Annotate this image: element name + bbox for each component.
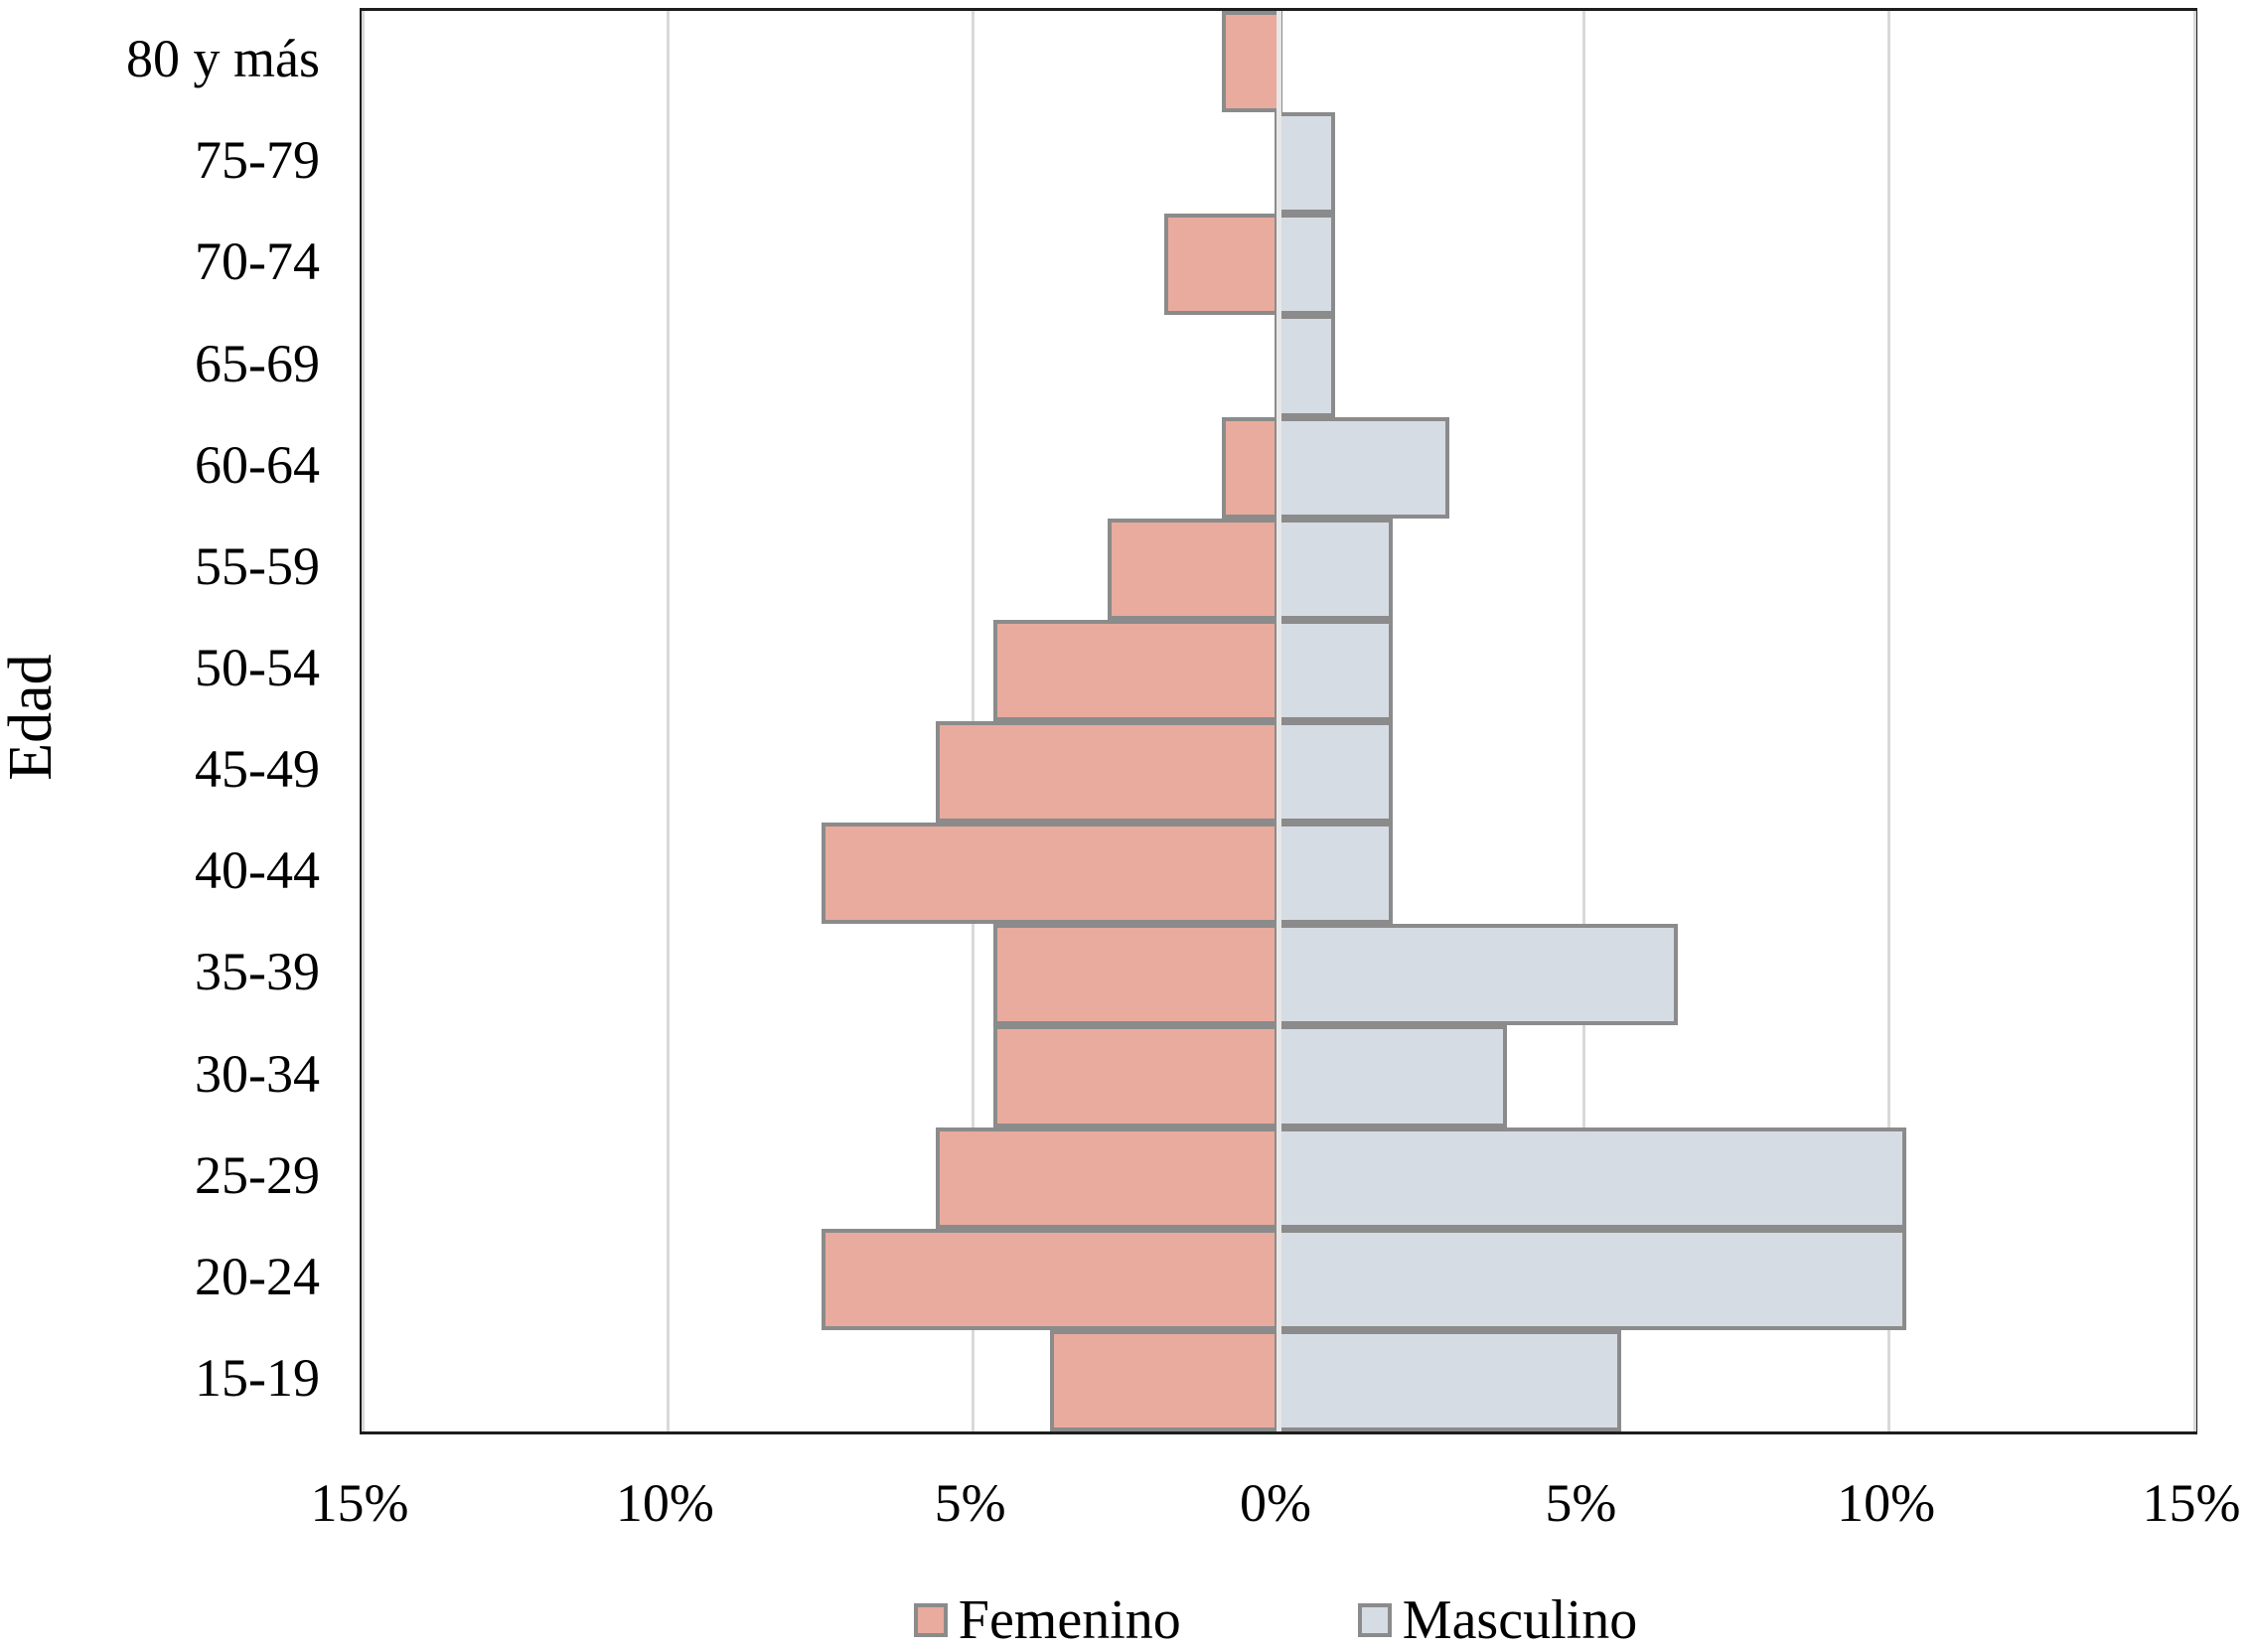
female-bar-60-64	[1221, 416, 1282, 519]
age-label-60-64: 60-64	[195, 434, 320, 495]
female-bar-45-49	[936, 721, 1282, 824]
legend-label-masculino: Masculino	[1402, 1589, 1638, 1651]
female-bar-30-34	[992, 1025, 1282, 1127]
gridline	[361, 11, 365, 1431]
female-bar-70-74	[1164, 214, 1282, 316]
female-bar-40-44	[822, 823, 1282, 925]
age-label-75-79: 75-79	[195, 130, 320, 191]
age-label-50-54: 50-54	[195, 637, 320, 697]
gridline	[1581, 11, 1585, 1431]
male-bar-15-19	[1275, 1329, 1621, 1431]
age-label-65-69: 65-69	[195, 333, 320, 393]
female-bar-35-39	[992, 924, 1282, 1026]
male-bar-25-29	[1275, 1126, 1906, 1229]
legend-label-femenino: Femenino	[958, 1589, 1181, 1651]
x-tick-1: 10%	[615, 1473, 714, 1533]
male-bar-65-69	[1275, 315, 1336, 417]
female-bar-15-19	[1050, 1329, 1282, 1431]
age-label-20-24: 20-24	[195, 1246, 320, 1306]
legend-swatch-masculino	[1357, 1603, 1392, 1637]
x-tick-2: 5%	[934, 1473, 1006, 1533]
male-bar-45-49	[1275, 721, 1393, 824]
male-bar-70-74	[1275, 214, 1336, 316]
age-label-45-49: 45-49	[195, 739, 320, 800]
age-label-80 y más: 80 y más	[126, 29, 320, 89]
legend: Femenino Masculino	[360, 1587, 2191, 1652]
gridline	[1887, 11, 1891, 1431]
age-label-25-29: 25-29	[195, 1144, 320, 1205]
male-bar-20-24	[1275, 1228, 1906, 1330]
male-bar-55-59	[1275, 518, 1393, 620]
age-label-30-34: 30-34	[195, 1043, 320, 1104]
male-bar-50-54	[1275, 619, 1393, 721]
x-tick-3: 0%	[1240, 1473, 1311, 1533]
age-label-35-39: 35-39	[195, 942, 320, 1002]
age-label-55-59: 55-59	[195, 535, 320, 596]
male-bar-35-39	[1275, 924, 1678, 1026]
male-bar-30-34	[1275, 1025, 1507, 1127]
legend-item-masculino: Masculino	[1357, 1588, 1638, 1652]
age-label-70-74: 70-74	[195, 231, 320, 292]
plot-area	[360, 8, 2197, 1434]
male-bar-75-79	[1275, 112, 1336, 215]
age-label-40-44: 40-44	[195, 840, 320, 901]
gridline	[666, 11, 670, 1431]
gridline	[2192, 11, 2196, 1431]
x-tick-6: 15%	[2142, 1473, 2241, 1533]
legend-item-femenino: Femenino	[913, 1588, 1181, 1652]
x-tick-5: 10%	[1837, 1473, 1936, 1533]
legend-swatch-femenino	[913, 1603, 948, 1637]
x-tick-0: 15%	[310, 1473, 409, 1533]
female-bar-20-24	[822, 1228, 1282, 1330]
age-label-15-19: 15-19	[195, 1347, 320, 1408]
female-bar-50-54	[992, 619, 1282, 721]
male-bar-40-44	[1275, 823, 1393, 925]
female-bar-55-59	[1107, 518, 1282, 620]
female-bar-25-29	[936, 1126, 1282, 1229]
female-bar-80 y más	[1221, 11, 1282, 113]
zero-axis-line	[1276, 11, 1281, 1431]
male-bar-60-64	[1275, 416, 1450, 519]
x-tick-4: 5%	[1545, 1473, 1617, 1533]
